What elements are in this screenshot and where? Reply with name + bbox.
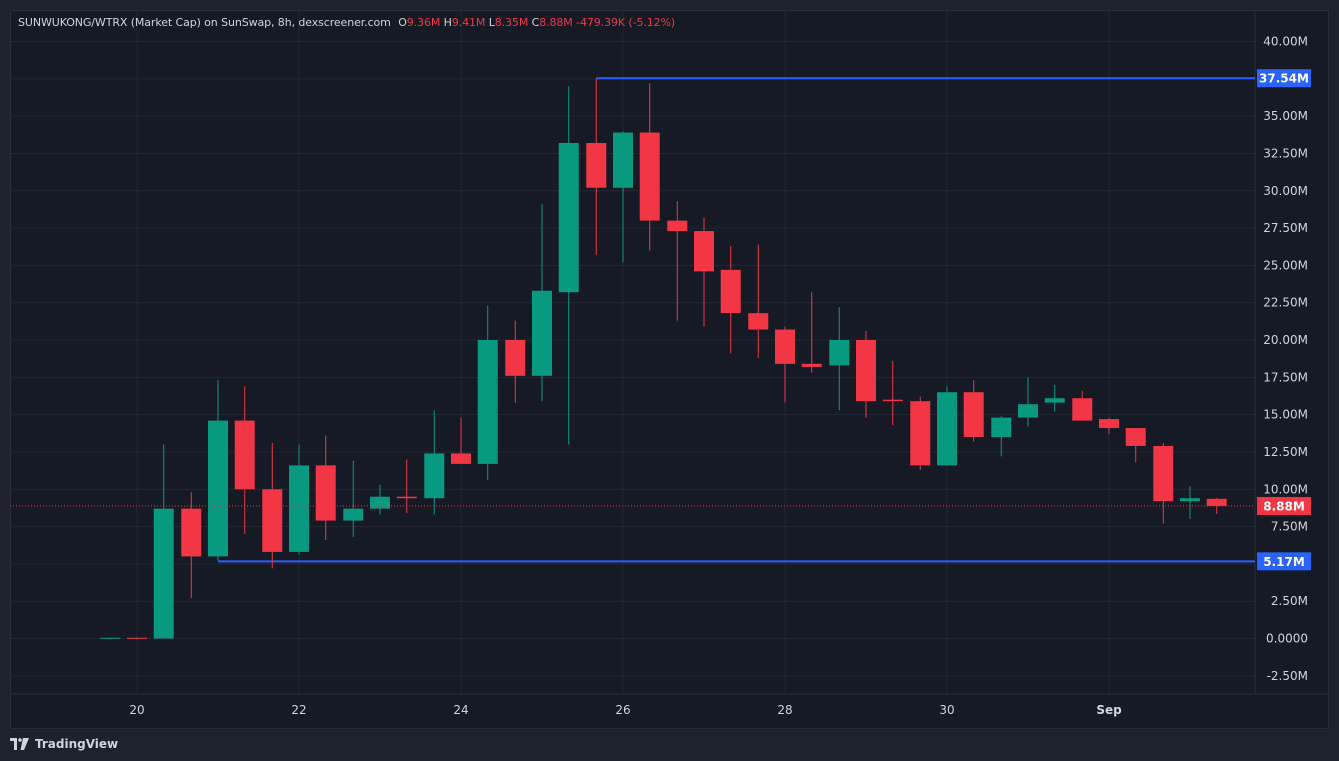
y-tick-label: -2.50M <box>1267 669 1308 683</box>
candle-body <box>153 508 174 639</box>
y-tick-label: 7.50M <box>1271 520 1308 534</box>
candle-body <box>910 401 931 466</box>
candle-body <box>477 340 498 464</box>
x-tick-label: 24 <box>453 703 468 717</box>
candle-body <box>1180 498 1200 502</box>
tradingview-logo[interactable]: TradingView <box>10 735 118 753</box>
candles <box>100 78 1227 640</box>
candle-body <box>694 231 714 272</box>
candle-body <box>234 420 255 490</box>
candle-body <box>532 290 552 376</box>
candle-body <box>424 453 445 499</box>
grid-lines <box>10 10 1328 695</box>
y-tick-label: 12.50M <box>1263 445 1308 459</box>
candle-body <box>1099 419 1119 429</box>
y-tick-label: 25.00M <box>1263 258 1308 272</box>
candle-body <box>370 496 390 509</box>
candle-body <box>1206 498 1227 506</box>
chart-legend: SUNWUKONG/WTRX (Market Cap) on SunSwap, … <box>18 16 675 29</box>
tradingview-logo-icon <box>10 738 29 750</box>
candle-body <box>1018 404 1038 418</box>
candlestick-chart[interactable]: 40.00M37.50M35.00M32.50M30.00M27.50M25.0… <box>0 0 1339 735</box>
legend-close-value: 8.88M <box>539 16 573 29</box>
y-tick-label: 22.50M <box>1263 296 1308 310</box>
candle-body <box>181 508 202 557</box>
y-tick-label: 27.50M <box>1263 221 1308 235</box>
y-tick-label: 40.00M <box>1263 35 1308 49</box>
tradingview-label: TradingView <box>35 737 119 751</box>
y-tick-label: 10.00M <box>1263 482 1308 496</box>
candle-body <box>396 496 417 499</box>
candle-body <box>505 340 526 376</box>
legend-symbol: SUNWUKONG/WTRX (Market Cap) on SunSwap, … <box>18 16 391 29</box>
candle-body <box>451 453 471 464</box>
candle-body <box>963 392 984 438</box>
candle-body <box>289 465 309 552</box>
x-tick-label: 20 <box>129 703 144 717</box>
candle-body <box>882 399 903 402</box>
legend-change: -479.39K (-5.12%) <box>576 16 676 29</box>
candle-body <box>127 637 147 639</box>
price-tags: 37.54M 5.17M 8.88M <box>1257 69 1311 571</box>
y-tick-label: 17.50M <box>1263 370 1308 384</box>
candle-body <box>775 329 795 364</box>
y-tick-label: 30.00M <box>1263 184 1308 198</box>
candle-body <box>801 363 822 367</box>
last-price-tag <box>1257 496 1311 515</box>
y-tick-label: 0.0000 <box>1266 632 1308 646</box>
candle-body <box>1125 428 1146 446</box>
x-tick-label: 28 <box>777 703 792 717</box>
x-tick-label: Sep <box>1096 703 1122 717</box>
y-tick-label: 2.50M <box>1271 594 1308 608</box>
candle-body <box>667 220 688 232</box>
candle-body <box>1044 398 1065 403</box>
y-tick-label: 35.00M <box>1263 109 1308 123</box>
legend-open-value: 9.36M <box>406 16 441 29</box>
x-tick-label: 26 <box>615 703 630 717</box>
candle-body <box>343 508 364 521</box>
candle-body <box>100 637 121 639</box>
candle-body <box>208 420 228 557</box>
y-tick-label: 15.00M <box>1263 408 1308 422</box>
time-axis[interactable]: 20 22 24 26 28 30 Sep <box>129 703 1122 717</box>
line-price-tag-label: 5.17M <box>1263 555 1305 569</box>
line-price-tag <box>1257 552 1311 571</box>
legend-low-value: 8.35M <box>494 16 529 29</box>
legend-low-label: L <box>488 16 495 29</box>
legend-open-label: O <box>398 16 407 29</box>
legend-close-label: C <box>531 16 540 29</box>
candle-body <box>315 465 336 521</box>
line-price-tag <box>1257 69 1311 88</box>
candle-body <box>639 132 660 221</box>
candle-body <box>937 392 957 466</box>
candle-body <box>991 417 1012 438</box>
candle-body <box>262 489 283 552</box>
legend-high-value: 9.41M <box>451 16 486 29</box>
legend-high-label: H <box>443 16 452 29</box>
y-tick-label: 20.00M <box>1263 333 1308 347</box>
horizontal-lines <box>218 77 1255 563</box>
candle-body <box>586 142 607 188</box>
x-tick-label: 22 <box>291 703 306 717</box>
candle-body <box>558 142 579 293</box>
candle-body <box>748 313 769 330</box>
candle-body <box>1153 445 1174 502</box>
price-axis[interactable]: 40.00M37.50M35.00M32.50M30.00M27.50M25.0… <box>1263 35 1308 683</box>
x-tick-label: 30 <box>939 703 954 717</box>
line-price-tag-label: 37.54M <box>1259 72 1309 86</box>
candle-body <box>1072 398 1093 421</box>
candle-body <box>856 340 876 402</box>
last-price-tag-label: 8.88M <box>1263 499 1305 513</box>
candle-body <box>720 269 741 314</box>
y-tick-label: 32.50M <box>1263 146 1308 160</box>
candle-body <box>829 340 850 366</box>
candle-body <box>613 132 633 188</box>
